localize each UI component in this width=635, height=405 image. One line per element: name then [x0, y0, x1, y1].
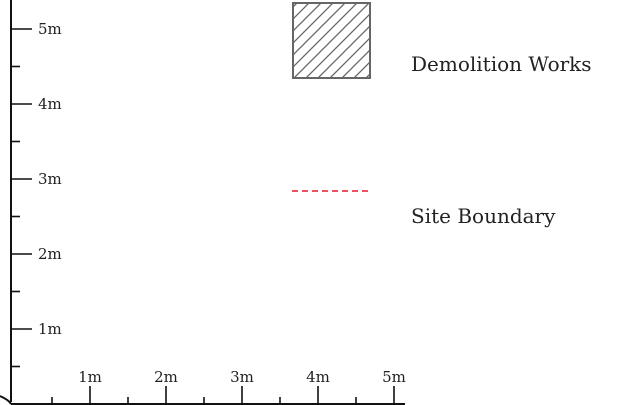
y-tick-label: 3m: [38, 170, 62, 188]
y-major-ticks: 1m 2m 3m 4m 5m: [11, 20, 62, 338]
y-tick-label: 5m: [38, 20, 62, 38]
x-major-ticks: 1m 2m 3m 4m 5m: [78, 368, 406, 404]
legend-item-demolition-works: Demolition Works: [292, 2, 592, 79]
y-tick-label: 4m: [38, 95, 62, 113]
x-tick-label: 4m: [306, 368, 330, 386]
x-tick-label: 2m: [154, 368, 178, 386]
scale-bar: 1m 2m 3m 4m 5m 1m 2m 3m 4m 5m: [0, 0, 406, 405]
axis-corner-hook: [0, 395, 12, 405]
demolition-works-label: Demolition Works: [411, 52, 592, 76]
x-tick-label: 1m: [78, 368, 102, 386]
legend-item-site-boundary: Site Boundary: [292, 190, 556, 228]
y-tick-label: 2m: [38, 245, 62, 263]
y-tick-label: 1m: [38, 320, 62, 338]
y-minor-ticks: [11, 65, 20, 368]
x-tick-label: 3m: [230, 368, 254, 386]
demolition-works-swatch: [292, 2, 371, 79]
x-tick-label: 5m: [382, 368, 406, 386]
x-minor-ticks: [51, 397, 357, 404]
site-boundary-label: Site Boundary: [411, 204, 556, 228]
